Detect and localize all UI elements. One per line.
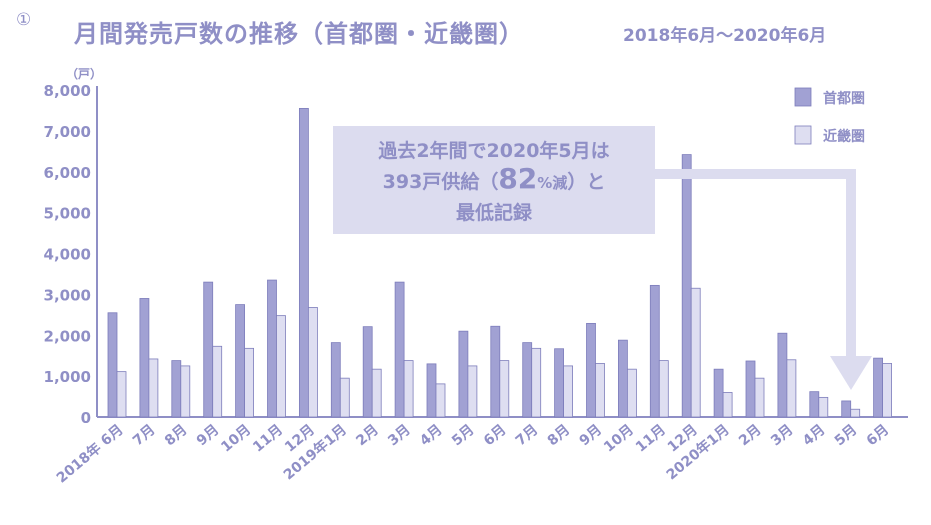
bar-kinki — [786, 359, 797, 418]
x-tick-label: 3月 — [768, 422, 796, 450]
bar-shutoken — [458, 330, 469, 418]
x-tick-label: 2018年 6月 — [53, 421, 126, 486]
bar-kinki — [467, 365, 478, 418]
y-tick-label: 1,000 — [44, 368, 91, 386]
bar-kinki — [276, 315, 286, 418]
x-tick-label: 5月 — [449, 422, 477, 450]
x-tick-label: 10月 — [601, 422, 637, 456]
x-tick-label: 7月 — [130, 422, 158, 450]
bar-kinki — [818, 396, 829, 418]
y-tick-label: 8,000 — [44, 82, 91, 100]
bar-shutoken — [777, 332, 788, 418]
bar-shutoken — [841, 400, 852, 418]
bar-kinki — [212, 345, 223, 418]
bar-kinki — [116, 371, 127, 418]
x-tick-label: 2月 — [736, 422, 764, 450]
bar-shutoken — [171, 360, 182, 418]
bar-shutoken — [330, 342, 341, 418]
y-tick-label: 4,000 — [44, 246, 91, 264]
callout-line2-prefix: 393戸供給（ — [382, 171, 499, 193]
x-tick-label: 7月 — [513, 422, 541, 450]
bar-shutoken — [107, 312, 118, 418]
bar-kinki — [435, 383, 446, 418]
bar-kinki — [371, 368, 382, 418]
callout-arrow-head — [830, 356, 872, 390]
x-tick-label: 4月 — [417, 422, 445, 450]
bar-kinki — [627, 368, 637, 418]
x-tick-label: 4月 — [800, 422, 828, 450]
x-tick-label: 9月 — [577, 422, 605, 450]
bar-shutoken — [394, 281, 405, 418]
bar-kinki — [148, 358, 159, 418]
bar-kinki — [563, 365, 573, 418]
bar-kinki — [403, 360, 414, 418]
bar-shutoken — [681, 154, 692, 418]
y-tick-label: 0 — [81, 409, 91, 427]
bar-kinki — [244, 347, 255, 418]
y-axis-unit: （戸） — [66, 67, 103, 81]
bar-shutoken — [203, 281, 214, 418]
bar-shutoken — [490, 325, 501, 418]
bar-shutoken — [554, 348, 564, 418]
callout-box: 過去2年間で2020年5月は 393戸供給（82%減）と 最低記録 — [333, 126, 655, 234]
legend-label-kinki: 近畿圏 — [823, 128, 865, 145]
bar-shutoken — [809, 391, 820, 418]
x-tick-label: 6月 — [481, 422, 509, 450]
callout-line2-suffix: ）と — [567, 171, 606, 193]
bar-shutoken — [235, 304, 246, 418]
bar-shutoken — [522, 342, 533, 418]
bar-shutoken — [586, 322, 596, 418]
x-tick-label: 6月 — [864, 422, 892, 450]
x-tick-label: 10月 — [218, 422, 254, 456]
bar-kinki — [690, 287, 701, 418]
x-tick-label: 9月 — [194, 422, 222, 450]
callout-line2: 393戸供給（82%減）と — [333, 162, 655, 195]
legend-label-shutoken: 首都圏 — [823, 90, 865, 107]
y-tick-label: 7,000 — [44, 123, 91, 141]
chart-period: 2018年6月～2020年6月 — [623, 26, 827, 46]
y-tick-label: 2,000 — [44, 327, 91, 345]
x-tick-label: 3月 — [385, 422, 413, 450]
bar-kinki — [595, 363, 605, 418]
bar-shutoken — [426, 363, 437, 418]
x-tick-label: 5月 — [832, 422, 860, 450]
legend-swatch-shutoken — [794, 87, 812, 107]
callout-arrow-line — [655, 169, 856, 358]
callout-line2-pct: %減 — [537, 174, 568, 192]
bar-shutoken — [618, 339, 628, 418]
bar-kinki — [531, 347, 542, 418]
x-tick-label: 11月 — [633, 422, 669, 456]
y-tick-label: 5,000 — [44, 205, 91, 223]
x-tick-label: 11月 — [250, 422, 286, 456]
chart-title: 月間発売戸数の推移（首都圏・近畿圏） — [74, 20, 524, 48]
bar-kinki — [339, 377, 350, 418]
bar-shutoken — [267, 279, 277, 418]
x-tick-label: 2月 — [353, 422, 381, 450]
bar-shutoken — [139, 298, 150, 418]
bar-kinki — [499, 360, 510, 418]
bar-kinki — [882, 363, 892, 418]
callout-line1: 過去2年間で2020年5月は — [378, 140, 610, 162]
bar-kinki — [850, 408, 861, 418]
bar-kinki — [754, 377, 765, 418]
x-tick-label: 8月 — [162, 422, 190, 450]
bar-shutoken — [298, 107, 309, 418]
bar-shutoken — [873, 357, 883, 418]
bar-shutoken — [649, 284, 660, 418]
y-tick-label: 3,000 — [44, 286, 91, 304]
callout-line3: 最低記録 — [455, 202, 532, 224]
figure-number: ① — [16, 10, 32, 30]
legend-swatch-kinki — [794, 125, 812, 145]
y-tick-label: 6,000 — [44, 164, 91, 182]
bar-kinki — [658, 360, 669, 418]
bar-shutoken — [713, 368, 724, 418]
bar-kinki — [722, 392, 733, 418]
bar-shutoken — [745, 360, 756, 418]
bar-kinki — [307, 307, 318, 418]
bar-kinki — [180, 365, 191, 418]
bar-shutoken — [362, 326, 373, 418]
callout-line2-big: 82 — [498, 162, 538, 195]
x-tick-label: 8月 — [545, 422, 573, 450]
